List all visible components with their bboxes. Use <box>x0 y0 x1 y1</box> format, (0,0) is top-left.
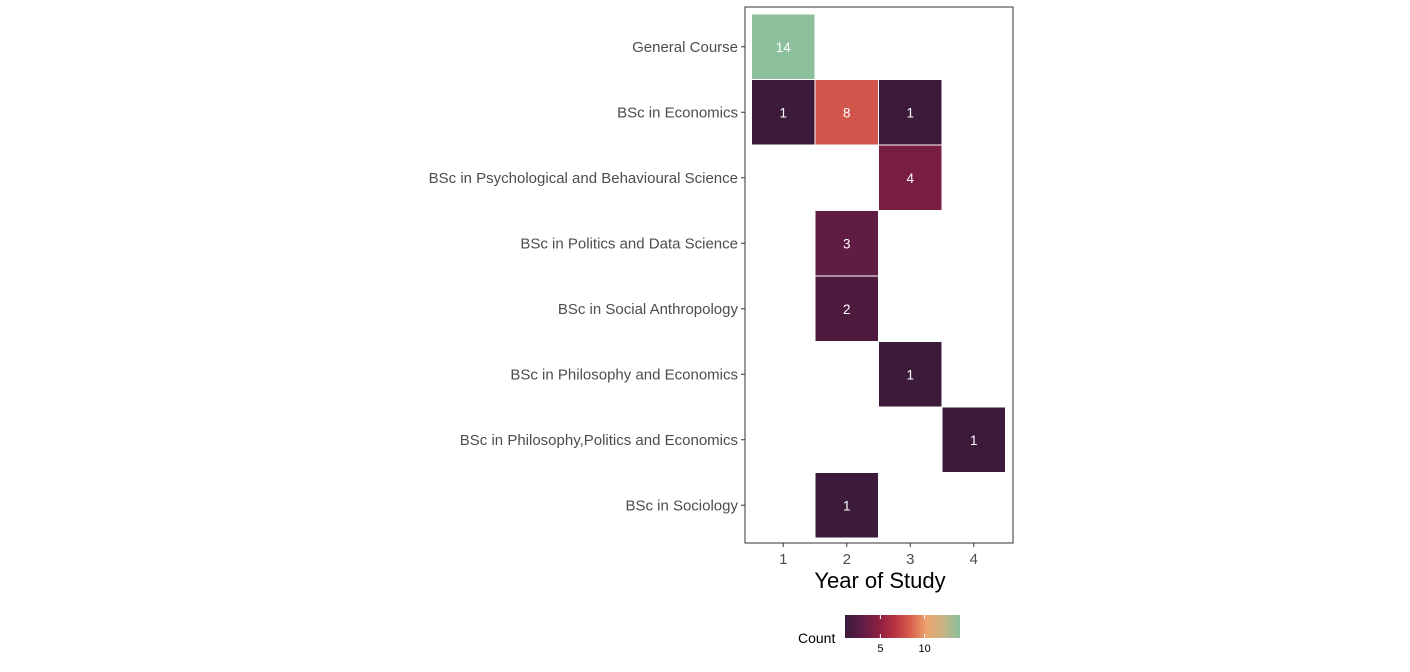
color-legend: Count 5 10 <box>798 615 960 655</box>
y-tick-label: BSc in Philosophy and Economics <box>510 366 738 383</box>
cell-value-label: 4 <box>906 171 914 186</box>
heatmap-cell <box>814 79 879 146</box>
cell-value-label: 3 <box>843 236 851 251</box>
y-tick-label: BSc in Social Anthropology <box>558 301 739 318</box>
heatmap-cell <box>878 341 943 408</box>
x-tick-label: 4 <box>970 551 978 568</box>
cell-value-label: 1 <box>970 433 978 448</box>
heatmap-cell <box>814 210 879 277</box>
y-tick-label: BSc in Psychological and Behavioural Sci… <box>429 170 738 187</box>
y-tick-label: General Course <box>632 39 738 56</box>
x-axis-title: Year of Study <box>814 568 945 593</box>
y-axis: General Course BSc in Economics BSc in Psy… <box>429 39 745 514</box>
cell-value-label: 14 <box>776 40 792 55</box>
heatmap-cell <box>814 472 879 539</box>
cell-value-label: 1 <box>843 498 851 513</box>
y-tick-label: BSc in Philosophy,Politics and Economics <box>460 432 738 449</box>
x-axis: 1 2 3 4 <box>779 543 978 568</box>
cell-value-label: 8 <box>843 105 851 120</box>
heatmap-cell <box>941 406 1006 473</box>
y-tick-label: BSc in Economics <box>617 104 738 121</box>
cell-value-label: 1 <box>779 105 787 120</box>
x-tick-label: 3 <box>906 551 914 568</box>
y-tick-label: BSc in Politics and Data Science <box>520 235 738 252</box>
heatmap-cell <box>878 79 943 146</box>
y-tick-label: BSc in Sociology <box>625 497 738 514</box>
cell-value-label: 2 <box>843 302 851 317</box>
x-tick-label: 1 <box>779 551 787 568</box>
cell-value-label: 1 <box>906 105 914 120</box>
heatmap-cell <box>814 275 879 342</box>
legend-colorbar <box>845 615 960 638</box>
x-tick-label: 2 <box>843 551 851 568</box>
heatmap-cell <box>878 144 943 211</box>
legend-ticks: 5 10 <box>877 615 931 655</box>
legend-title: Count <box>798 630 835 646</box>
legend-tick-label: 10 <box>918 643 930 655</box>
cell-value-label: 1 <box>906 367 914 382</box>
heatmap-cell <box>751 13 816 80</box>
legend-tick-label: 5 <box>877 643 883 655</box>
